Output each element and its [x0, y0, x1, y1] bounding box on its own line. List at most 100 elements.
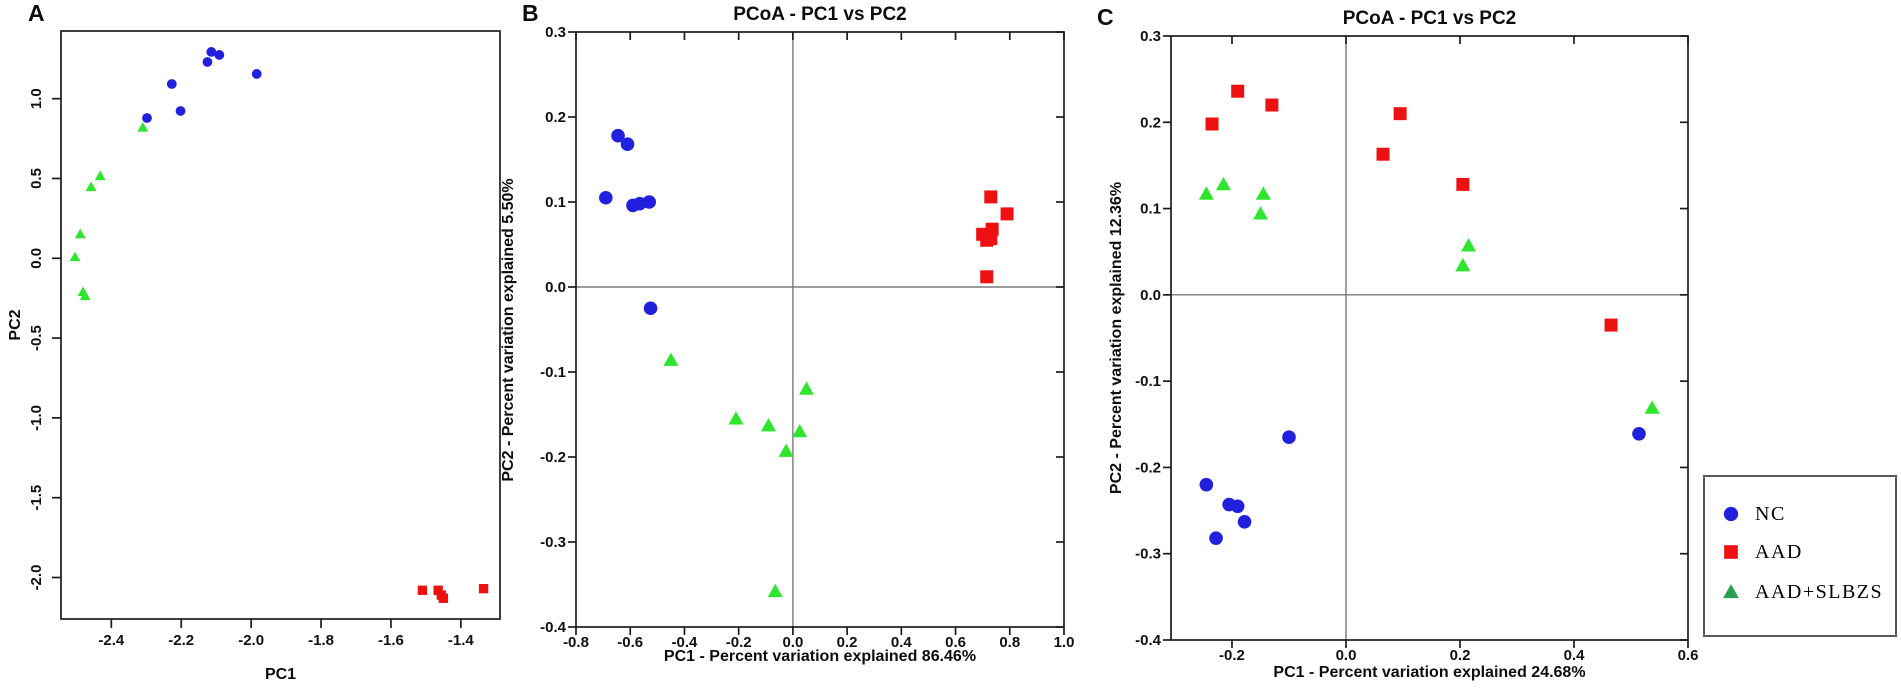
y-tick-label: -0.4 — [1135, 632, 1162, 649]
AAD+SLBZS-point — [767, 583, 783, 598]
AAD-point — [1205, 117, 1219, 131]
NC-point — [175, 106, 186, 116]
AAD+SLBZS-point — [1255, 186, 1271, 200]
y-tick-label: -0.4 — [540, 619, 567, 636]
AAD-point — [1265, 98, 1279, 112]
panel-b-y-axis-label: PC2 - Percent variation explained 5.50% — [500, 178, 517, 482]
plot-frame — [575, 31, 1065, 628]
NC-point — [1282, 430, 1296, 445]
y-tick-label: 1.0 — [28, 88, 45, 109]
NC-point — [1237, 514, 1252, 529]
y-tick-label: -0.5 — [28, 325, 45, 351]
panel-c-y-axis-label: PC2 - Percent variation explained 12.36% — [1108, 181, 1125, 495]
x-tick-label: 1.0 — [1054, 634, 1075, 651]
legend-label-aad-slbzs: AAD+SLBZS — [1755, 580, 1884, 603]
AAD-point — [433, 585, 443, 595]
x-tick-label: -1.8 — [308, 632, 334, 649]
nc-circle-icon — [1723, 506, 1739, 522]
NC-point — [599, 190, 613, 205]
NC-point — [214, 50, 225, 60]
NC-point — [251, 69, 262, 79]
NC-point — [202, 57, 213, 67]
y-tick-label: -0.1 — [540, 364, 566, 381]
panel-b-plot: -0.8 -0.6 -0.4 -0.2 0.0 0.2 0.4 0.6 0.8 1.0 0.3 0.2… — [540, 24, 1075, 651]
x-tick-label: -1.6 — [378, 632, 404, 649]
NC-legend-marker — [1723, 506, 1739, 522]
AAD-point — [478, 583, 489, 594]
NC-point — [642, 195, 656, 209]
AAD+SLBZS-point — [1215, 176, 1231, 191]
y-tick-label: 0.2 — [545, 109, 566, 126]
AAD+SLBZS-point — [79, 290, 91, 301]
y-tick-label: 0.3 — [545, 24, 566, 41]
AAD-legend-marker — [1724, 545, 1738, 559]
NC-point — [643, 301, 658, 316]
AAD+SLBZS-point — [137, 122, 149, 132]
AAD+SLBZS-point — [1461, 238, 1477, 252]
x-tick-label: 0.6 — [945, 634, 966, 651]
x-tick-label: 0.6 — [1678, 647, 1699, 664]
x-tick-label: -0.2 — [1219, 647, 1245, 664]
AAD+SLBZS-point — [69, 251, 81, 262]
x-tick-label: -2.4 — [98, 632, 125, 649]
AAD+SLBZS-point — [1252, 206, 1268, 220]
AAD+SLBZS-point — [1455, 258, 1471, 272]
y-tick-label: 0.0 — [28, 248, 45, 269]
AAD+SLBZS-point — [74, 228, 86, 239]
legend-item-aad: AAD — [1719, 539, 1803, 565]
x-tick-label: -2.2 — [168, 632, 194, 649]
NC-point — [620, 137, 635, 151]
AAD+SLBZS-point — [760, 418, 776, 432]
y-tick-label: -0.2 — [540, 449, 566, 466]
NC-point — [166, 79, 177, 89]
NC-point — [611, 128, 625, 143]
y-tick-label: 0.2 — [1140, 114, 1161, 131]
x-tick-label: 0.4 — [891, 634, 913, 651]
AAD+SLBZS-point — [1644, 400, 1660, 414]
plot-frame — [60, 30, 501, 620]
x-tick-label: 0.2 — [837, 634, 858, 651]
y-tick-label: -1.5 — [28, 485, 45, 511]
AAD-point — [1231, 84, 1245, 98]
AAD-point — [984, 190, 998, 204]
AAD-point — [980, 270, 994, 284]
legend: NC AAD AAD+SLBZS — [1703, 475, 1897, 637]
y-tick-label: -0.1 — [1135, 373, 1161, 390]
panel-c-x-axis-label: PC1 - Percent variation explained 24.68% — [1273, 664, 1586, 681]
AAD-point — [1393, 107, 1407, 121]
aad-slbzs-triangle-icon — [1723, 584, 1739, 599]
x-tick-label: -1.4 — [448, 632, 475, 649]
NC-point — [1632, 426, 1646, 441]
AAD-point — [417, 585, 428, 595]
y-tick-label: 0.1 — [1140, 201, 1161, 218]
x-tick-label: -0.2 — [726, 634, 752, 651]
y-tick-label: 0.3 — [1140, 28, 1161, 45]
y-tick-label: -0.3 — [540, 534, 566, 551]
AAD+SLBZS-point — [94, 170, 106, 181]
AAD-point — [1604, 318, 1618, 332]
AAD+SLBZS-point — [85, 181, 97, 192]
panel-b-title: PCoA - PC1 vs PC2 — [733, 4, 907, 25]
NC-point — [142, 113, 152, 123]
x-tick-label: 0.0 — [1336, 647, 1357, 664]
x-tick-label: 0.0 — [782, 634, 803, 651]
y-tick-label: -2.0 — [28, 565, 45, 591]
y-tick-label: -0.2 — [1135, 459, 1161, 476]
x-tick-label: 0.8 — [999, 634, 1020, 651]
y-tick-label: 0.0 — [545, 279, 566, 296]
panel-a-x-axis-label: PC1 — [264, 666, 297, 683]
AAD-point — [984, 232, 998, 246]
legend-label-nc: NC — [1755, 502, 1786, 525]
NC-point — [1199, 477, 1214, 492]
AAD+SLBZS-point — [798, 381, 814, 395]
panel-label-a: A — [28, 0, 45, 26]
AAD+SLBZS-legend-marker — [1723, 584, 1739, 599]
AAD-point — [1456, 177, 1470, 191]
x-tick-label: -2.0 — [238, 632, 264, 649]
y-tick-label: 0.0 — [1140, 287, 1161, 304]
AAD+SLBZS-point — [792, 424, 808, 438]
NC-point — [206, 47, 217, 57]
AAD-point — [1376, 147, 1390, 161]
panel-b-x-axis-label: PC1 - Percent variation explained 86.46% — [663, 648, 977, 665]
